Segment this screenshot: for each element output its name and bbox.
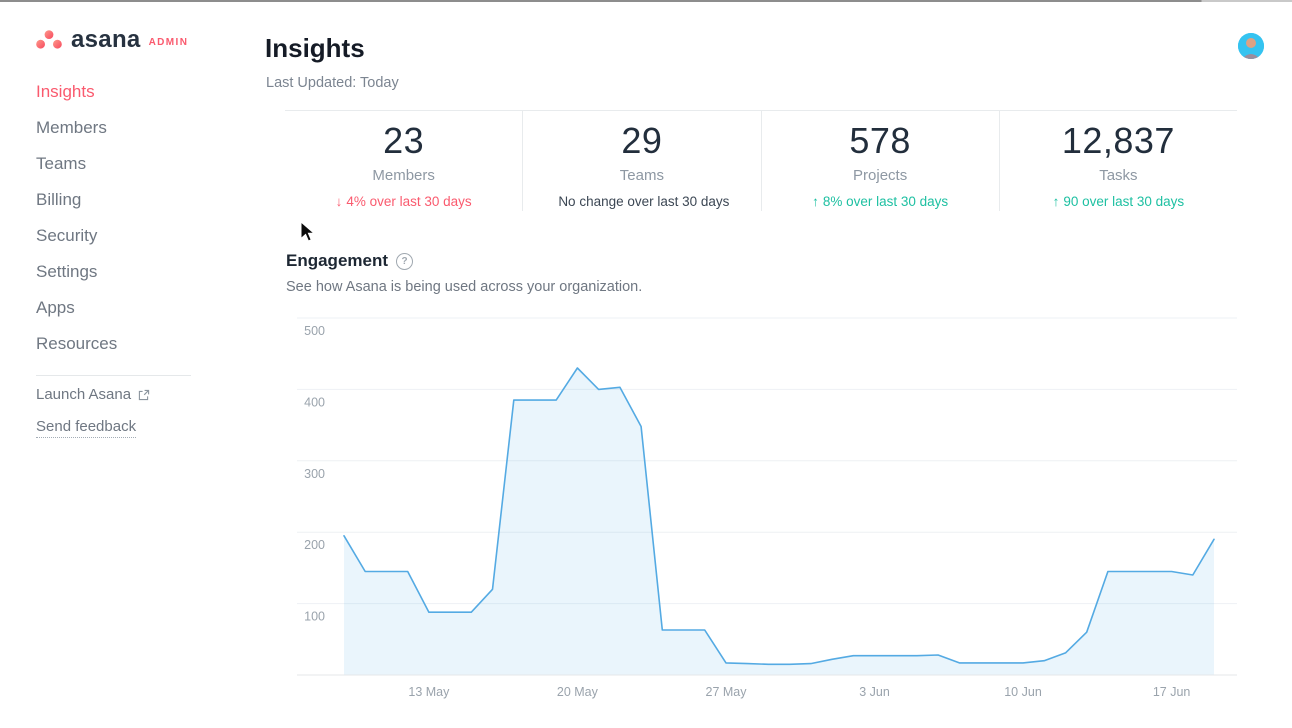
- sidebar-item-label: Members: [36, 118, 107, 137]
- stat-delta-text: 4% over last 30 days: [346, 194, 472, 209]
- stat-label: Teams: [619, 167, 664, 184]
- svg-text:17 Jun: 17 Jun: [1153, 685, 1191, 699]
- sidebar-item-label: Teams: [36, 154, 87, 173]
- sidebar-item-settings[interactable]: Settings: [36, 254, 226, 290]
- stat-value: 578: [849, 120, 911, 161]
- stat-delta-text: 90 over last 30 days: [1063, 194, 1185, 209]
- svg-text:400: 400: [304, 395, 325, 409]
- svg-text:27 May: 27 May: [706, 685, 748, 699]
- stat-value: 23: [383, 120, 425, 161]
- stat-card-projects: 578 Projects ↑ 8% over last 30 days: [760, 111, 999, 211]
- sidebar-item-teams[interactable]: Teams: [36, 146, 226, 182]
- engagement-subtitle: See how Asana is being used across your …: [286, 279, 643, 295]
- svg-text:200: 200: [304, 538, 325, 552]
- send-feedback-label: Send feedback: [36, 418, 137, 435]
- stat-card-members: 23 Members ↓ 4% over last 30 days: [285, 111, 522, 211]
- svg-text:3 Jun: 3 Jun: [859, 685, 890, 699]
- launch-asana-label: Launch Asana: [36, 386, 132, 403]
- trend-arrow-icon: ↑: [1052, 194, 1060, 209]
- stat-delta: ↑ 8% over last 30 days: [762, 194, 999, 209]
- svg-text:13 May: 13 May: [408, 685, 450, 699]
- brand-wordmark: asana: [71, 26, 141, 53]
- sidebar-item-members[interactable]: Members: [36, 110, 226, 146]
- mouse-cursor-icon: [300, 221, 315, 242]
- sidebar-item-label: Security: [36, 226, 98, 245]
- engagement-area-chart[interactable]: 100 200 300 400 500 13 May 20 May 27 May 3 Jun 10…: [285, 310, 1245, 710]
- stat-delta: No change over last 30 days: [523, 194, 760, 209]
- trend-arrow-icon: ↓: [335, 194, 343, 209]
- sidebar-divider: [36, 375, 191, 376]
- sidebar-item-label: Resources: [36, 334, 118, 353]
- external-link-icon: [138, 389, 150, 400]
- stat-card-teams: 29 Teams No change over last 30 days: [522, 111, 760, 211]
- sidebar-item-resources[interactable]: Resources: [36, 326, 226, 362]
- trend-arrow-icon: ↑: [812, 194, 819, 209]
- help-icon[interactable]: ?: [396, 252, 414, 270]
- sidebar-nav: Insights Members Teams Billing Security …: [36, 74, 226, 362]
- stat-delta-text: 8% over last 30 days: [822, 194, 949, 209]
- sidebar-item-billing[interactable]: Billing: [36, 182, 226, 218]
- page-title: Insights: [265, 33, 365, 63]
- send-feedback-link[interactable]: Send feedback: [36, 418, 137, 438]
- brand-logo[interactable]: asana ADMIN: [36, 26, 189, 53]
- svg-text:500: 500: [304, 324, 325, 338]
- svg-text:300: 300: [304, 467, 325, 481]
- engagement-header: Engagement ?: [286, 251, 414, 271]
- engagement-title: Engagement: [286, 251, 389, 270]
- last-updated-text: Last Updated: Today: [266, 75, 399, 91]
- avatar-photo: [1238, 33, 1264, 59]
- stats-row: 23 Members ↓ 4% over last 30 days 29 Team…: [285, 110, 1237, 211]
- sidebar-item-label: Settings: [36, 262, 98, 281]
- stat-delta: ↑ 90 over last 30 days: [1000, 194, 1237, 209]
- sidebar-item-apps[interactable]: Apps: [36, 290, 226, 326]
- stat-label: Projects: [853, 167, 908, 184]
- stat-delta: ↓ 4% over last 30 days: [285, 194, 522, 209]
- asana-dots-icon: [36, 30, 62, 49]
- launch-asana-link[interactable]: Launch Asana: [36, 386, 150, 403]
- sidebar-item-security[interactable]: Security: [36, 218, 226, 254]
- sidebar-item-label: Billing: [36, 190, 82, 209]
- svg-text:100: 100: [304, 610, 325, 624]
- stat-value: 12,837: [1061, 120, 1175, 161]
- sidebar-item-insights[interactable]: Insights: [36, 74, 226, 110]
- stat-card-tasks: 12,837 Tasks ↑ 90 over last 30 days: [998, 111, 1237, 211]
- svg-text:20 May: 20 May: [557, 685, 599, 699]
- stat-label: Members: [372, 167, 435, 184]
- stat-value: 29: [621, 120, 663, 161]
- svg-text:10 Jun: 10 Jun: [1004, 685, 1042, 699]
- window-edge: [0, 0, 1292, 2]
- stat-delta-text: No change over last 30 days: [558, 194, 730, 209]
- stat-label: Tasks: [1099, 167, 1138, 184]
- sidebar-item-label: Apps: [36, 298, 75, 317]
- user-avatar[interactable]: [1238, 33, 1264, 59]
- sidebar: asana ADMIN Insights Members Teams Billi…: [0, 2, 265, 728]
- sidebar-item-label: Insights: [36, 82, 95, 101]
- admin-badge: ADMIN: [148, 37, 189, 48]
